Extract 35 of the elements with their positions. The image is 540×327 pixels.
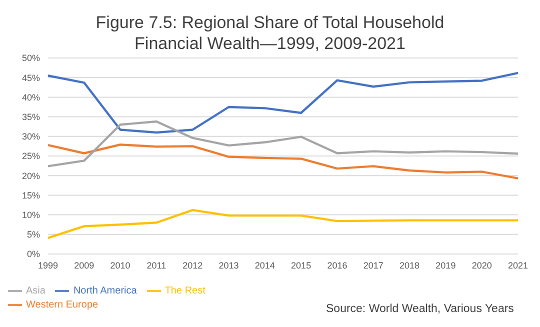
line-series (46, 144, 520, 180)
y-tick-label: 35% (22, 112, 40, 122)
x-tick-label: 2021 (508, 260, 528, 270)
source-note: Source: World Wealth, Various Years (326, 302, 515, 317)
y-tick-label: 25% (22, 151, 40, 162)
line-series (46, 120, 520, 168)
x-tick-label: 2020 (472, 260, 492, 270)
y-tick-label: 40% (22, 92, 40, 102)
line-series (46, 72, 520, 134)
y-tick-label: 20% (22, 170, 40, 181)
x-tick-label: 1999 (38, 260, 58, 270)
legend-label: Asia (26, 286, 46, 297)
line-series (46, 208, 520, 240)
y-tick-label: 0% (26, 249, 40, 260)
legend-label: Western Europe (26, 300, 98, 311)
y-tick-label: 5% (26, 230, 40, 240)
y-tick-label: 15% (22, 190, 40, 200)
x-tick-label: 2019 (436, 260, 456, 270)
legend-label: The Rest (164, 286, 206, 297)
x-tick-label: 2010 (110, 260, 130, 270)
x-tick-label: 2016 (327, 260, 348, 270)
legend-label: North America (73, 286, 137, 297)
y-tick-label: 10% (22, 210, 40, 220)
x-tick-label: 2018 (400, 260, 420, 270)
y-tick-label: 45% (22, 72, 40, 83)
chart-title: Figure 7.5: Regional Share of Total Household Financial Wealth—1999, 2009-2021 (94, 12, 446, 54)
x-tick-label: 2017 (363, 260, 384, 270)
x-tick-label: 2015 (291, 260, 312, 270)
x-tick-label: 2014 (254, 260, 275, 270)
y-tick-label: 50% (22, 53, 40, 64)
y-tick-label: 30% (22, 132, 40, 142)
x-tick-label: 2009 (74, 260, 94, 270)
x-tick-label: 2013 (218, 260, 239, 270)
x-tick-label: 2011 (146, 260, 166, 270)
x-tick-label: 2012 (182, 260, 203, 270)
